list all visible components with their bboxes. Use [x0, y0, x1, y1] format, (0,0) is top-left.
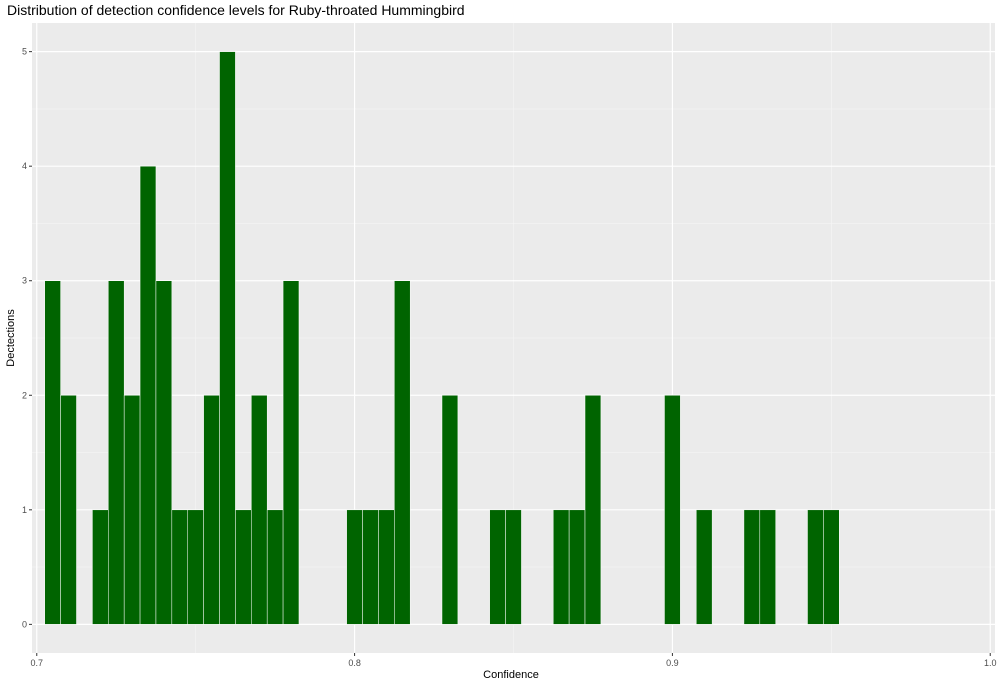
chart-title: Distribution of detection confidence lev… — [7, 2, 465, 18]
histogram-bar — [123, 395, 141, 625]
x-axis: 0.7 0.8 0.9 1.0 — [31, 653, 997, 668]
histogram-bar — [235, 509, 252, 625]
histogram-bar — [203, 395, 220, 625]
histogram-bar — [92, 509, 109, 625]
histogram-bar — [378, 509, 395, 625]
histogram-bar — [266, 509, 284, 625]
histogram-bar — [171, 509, 188, 625]
histogram-bar — [568, 509, 586, 625]
x-tick-label: 0.8 — [348, 658, 361, 668]
histogram-bar — [44, 280, 61, 625]
histogram-bar — [505, 509, 522, 625]
histogram-bar — [743, 509, 761, 625]
histogram-bar — [251, 395, 268, 625]
y-tick-label: 0 — [22, 619, 27, 629]
histogram-bar — [394, 280, 411, 625]
y-tick-label: 3 — [22, 276, 27, 286]
x-axis-title: Confidence — [483, 669, 539, 681]
histogram-bar — [362, 509, 379, 625]
histogram-bar — [108, 280, 125, 625]
histogram-bar — [664, 395, 681, 625]
x-tick-label: 1.0 — [984, 658, 997, 668]
y-tick-label: 4 — [22, 161, 27, 171]
histogram-bar — [584, 395, 602, 625]
y-axis-title: Dectections — [5, 309, 17, 367]
histogram-bar — [187, 509, 204, 625]
x-tick-label: 0.7 — [31, 658, 44, 668]
x-tick-label: 0.9 — [666, 658, 679, 668]
histogram-bar — [552, 509, 570, 625]
histogram-bar — [695, 509, 713, 625]
y-tick-label: 1 — [22, 505, 27, 515]
histogram-bar — [155, 280, 173, 625]
y-axis: 0 1 2 3 4 5 — [22, 47, 32, 629]
histogram-bar — [346, 509, 363, 625]
y-tick-label: 5 — [22, 47, 27, 57]
y-tick-label: 2 — [22, 390, 27, 400]
histogram-bar — [441, 395, 459, 625]
histogram-bar — [282, 280, 300, 625]
histogram-bars — [44, 51, 840, 625]
histogram-bar — [219, 51, 236, 625]
histogram-bar — [807, 509, 824, 625]
histogram-bar — [759, 509, 776, 625]
histogram-bar — [823, 509, 840, 625]
histogram-bar — [60, 395, 77, 625]
histogram-bar — [139, 165, 157, 625]
histogram-bar — [489, 509, 506, 625]
